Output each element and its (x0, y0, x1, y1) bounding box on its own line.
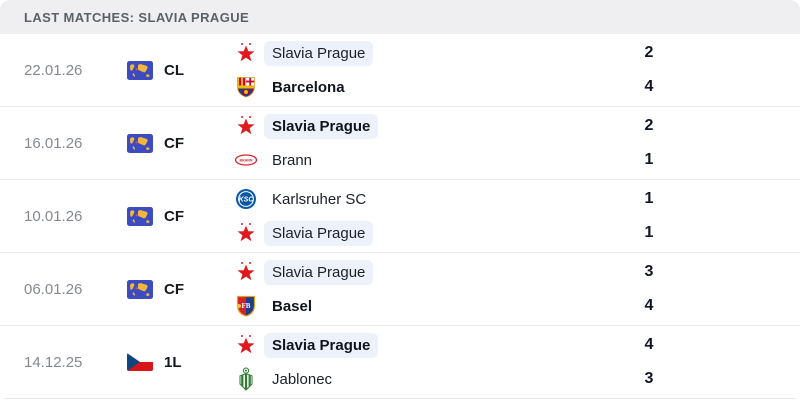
match-row[interactable]: 10.01.26 CF KSC Karlsruher SC Slavia Pra… (0, 180, 800, 253)
teams-column: Slavia Prague BRANN Brann (234, 109, 629, 177)
team-name: Barcelona (272, 78, 345, 96)
world-map-icon (127, 279, 153, 299)
slavia-prague-logo (234, 41, 258, 65)
svg-text:FB: FB (242, 302, 251, 310)
match-row[interactable]: 14.12.25 1L Slavia Prague Jablonec 4 (0, 326, 800, 399)
scores-column: 4 3 (629, 328, 669, 396)
scores-column: 3 4 (629, 255, 669, 323)
competition-code: CF (164, 207, 184, 225)
scores-column: 1 1 (629, 182, 669, 250)
jablonec-logo (234, 367, 258, 391)
teams-column: Slavia Prague Barcelona (234, 36, 629, 104)
basel-logo: FB (234, 294, 258, 318)
scores-column: 2 1 (629, 109, 669, 177)
match-date: 16.01.26 (24, 134, 83, 152)
brann-logo: BRANN (234, 148, 258, 172)
team-name: Karlsruher SC (272, 190, 367, 208)
match-date: 10.01.26 (24, 207, 83, 225)
czech-flag-icon (127, 352, 153, 372)
team-name: Basel (272, 297, 313, 315)
team-row[interactable]: Slavia Prague (234, 216, 629, 250)
team-name: Brann (272, 151, 313, 169)
competition: CF (127, 133, 234, 153)
match-row[interactable]: 06.01.26 CF Slavia Prague FB Basel 3 (0, 253, 800, 326)
competition: CF (127, 206, 234, 226)
team-row[interactable]: BRANN Brann (234, 143, 629, 177)
karlsruher-logo: KSC (234, 187, 258, 211)
svg-text:KSC: KSC (239, 197, 255, 204)
competition: 1L (127, 352, 234, 372)
world-map-icon (127, 60, 153, 80)
teams-column: Slavia Prague Jablonec (234, 328, 629, 396)
panel-title: LAST MATCHES: SLAVIA PRAGUE (24, 9, 250, 25)
team-name: Slavia Prague (264, 259, 374, 285)
match-date: 06.01.26 (24, 280, 83, 298)
competition-code: CL (164, 61, 184, 79)
team-row[interactable]: Jablonec (234, 362, 629, 396)
team-name: Slavia Prague (264, 113, 379, 139)
match-date: 22.01.26 (24, 61, 83, 79)
match-date: 14.12.25 (24, 353, 83, 371)
competition-code: CF (164, 280, 184, 298)
world-map-icon (127, 133, 153, 153)
match-row[interactable]: 16.01.26 CF Slavia Prague BRANN Brann 2 (0, 107, 800, 180)
slavia-prague-logo (234, 221, 258, 245)
competition: CL (127, 60, 234, 80)
team-score: 3 (644, 370, 654, 387)
team-row[interactable]: KSC Karlsruher SC (234, 182, 629, 216)
team-name: Slavia Prague (264, 220, 374, 246)
team-score: 2 (644, 117, 654, 134)
scores-column: 2 4 (629, 36, 669, 104)
competition-code: CF (164, 134, 184, 152)
team-row[interactable]: Slavia Prague (234, 255, 629, 289)
team-score: 1 (644, 151, 654, 168)
teams-column: Slavia Prague FB Basel (234, 255, 629, 323)
teams-column: KSC Karlsruher SC Slavia Prague (234, 182, 629, 250)
slavia-prague-logo (234, 114, 258, 138)
competition-code: 1L (164, 353, 182, 371)
team-score: 4 (644, 297, 654, 314)
team-score: 4 (644, 78, 654, 95)
team-row[interactable]: Barcelona (234, 70, 629, 104)
team-name: Slavia Prague (264, 332, 379, 358)
match-row[interactable]: 22.01.26 CL Slavia Prague Barcelona 2 (0, 34, 800, 107)
panel-header: LAST MATCHES: SLAVIA PRAGUE (0, 0, 800, 34)
team-row[interactable]: Slavia Prague (234, 109, 629, 143)
world-map-icon (127, 206, 153, 226)
slavia-prague-logo (234, 260, 258, 284)
team-name: Slavia Prague (264, 40, 374, 66)
team-row[interactable]: FB Basel (234, 289, 629, 323)
team-score: 1 (644, 224, 654, 241)
barcelona-logo (234, 75, 258, 99)
team-row[interactable]: Slavia Prague (234, 36, 629, 70)
svg-text:BRANN: BRANN (240, 159, 253, 163)
slavia-prague-logo (234, 333, 258, 357)
team-row[interactable]: Slavia Prague (234, 328, 629, 362)
team-score: 2 (644, 44, 654, 61)
team-score: 4 (644, 336, 654, 353)
team-name: Jablonec (272, 370, 333, 388)
team-score: 1 (644, 190, 654, 207)
team-score: 3 (644, 263, 654, 280)
competition: CF (127, 279, 234, 299)
